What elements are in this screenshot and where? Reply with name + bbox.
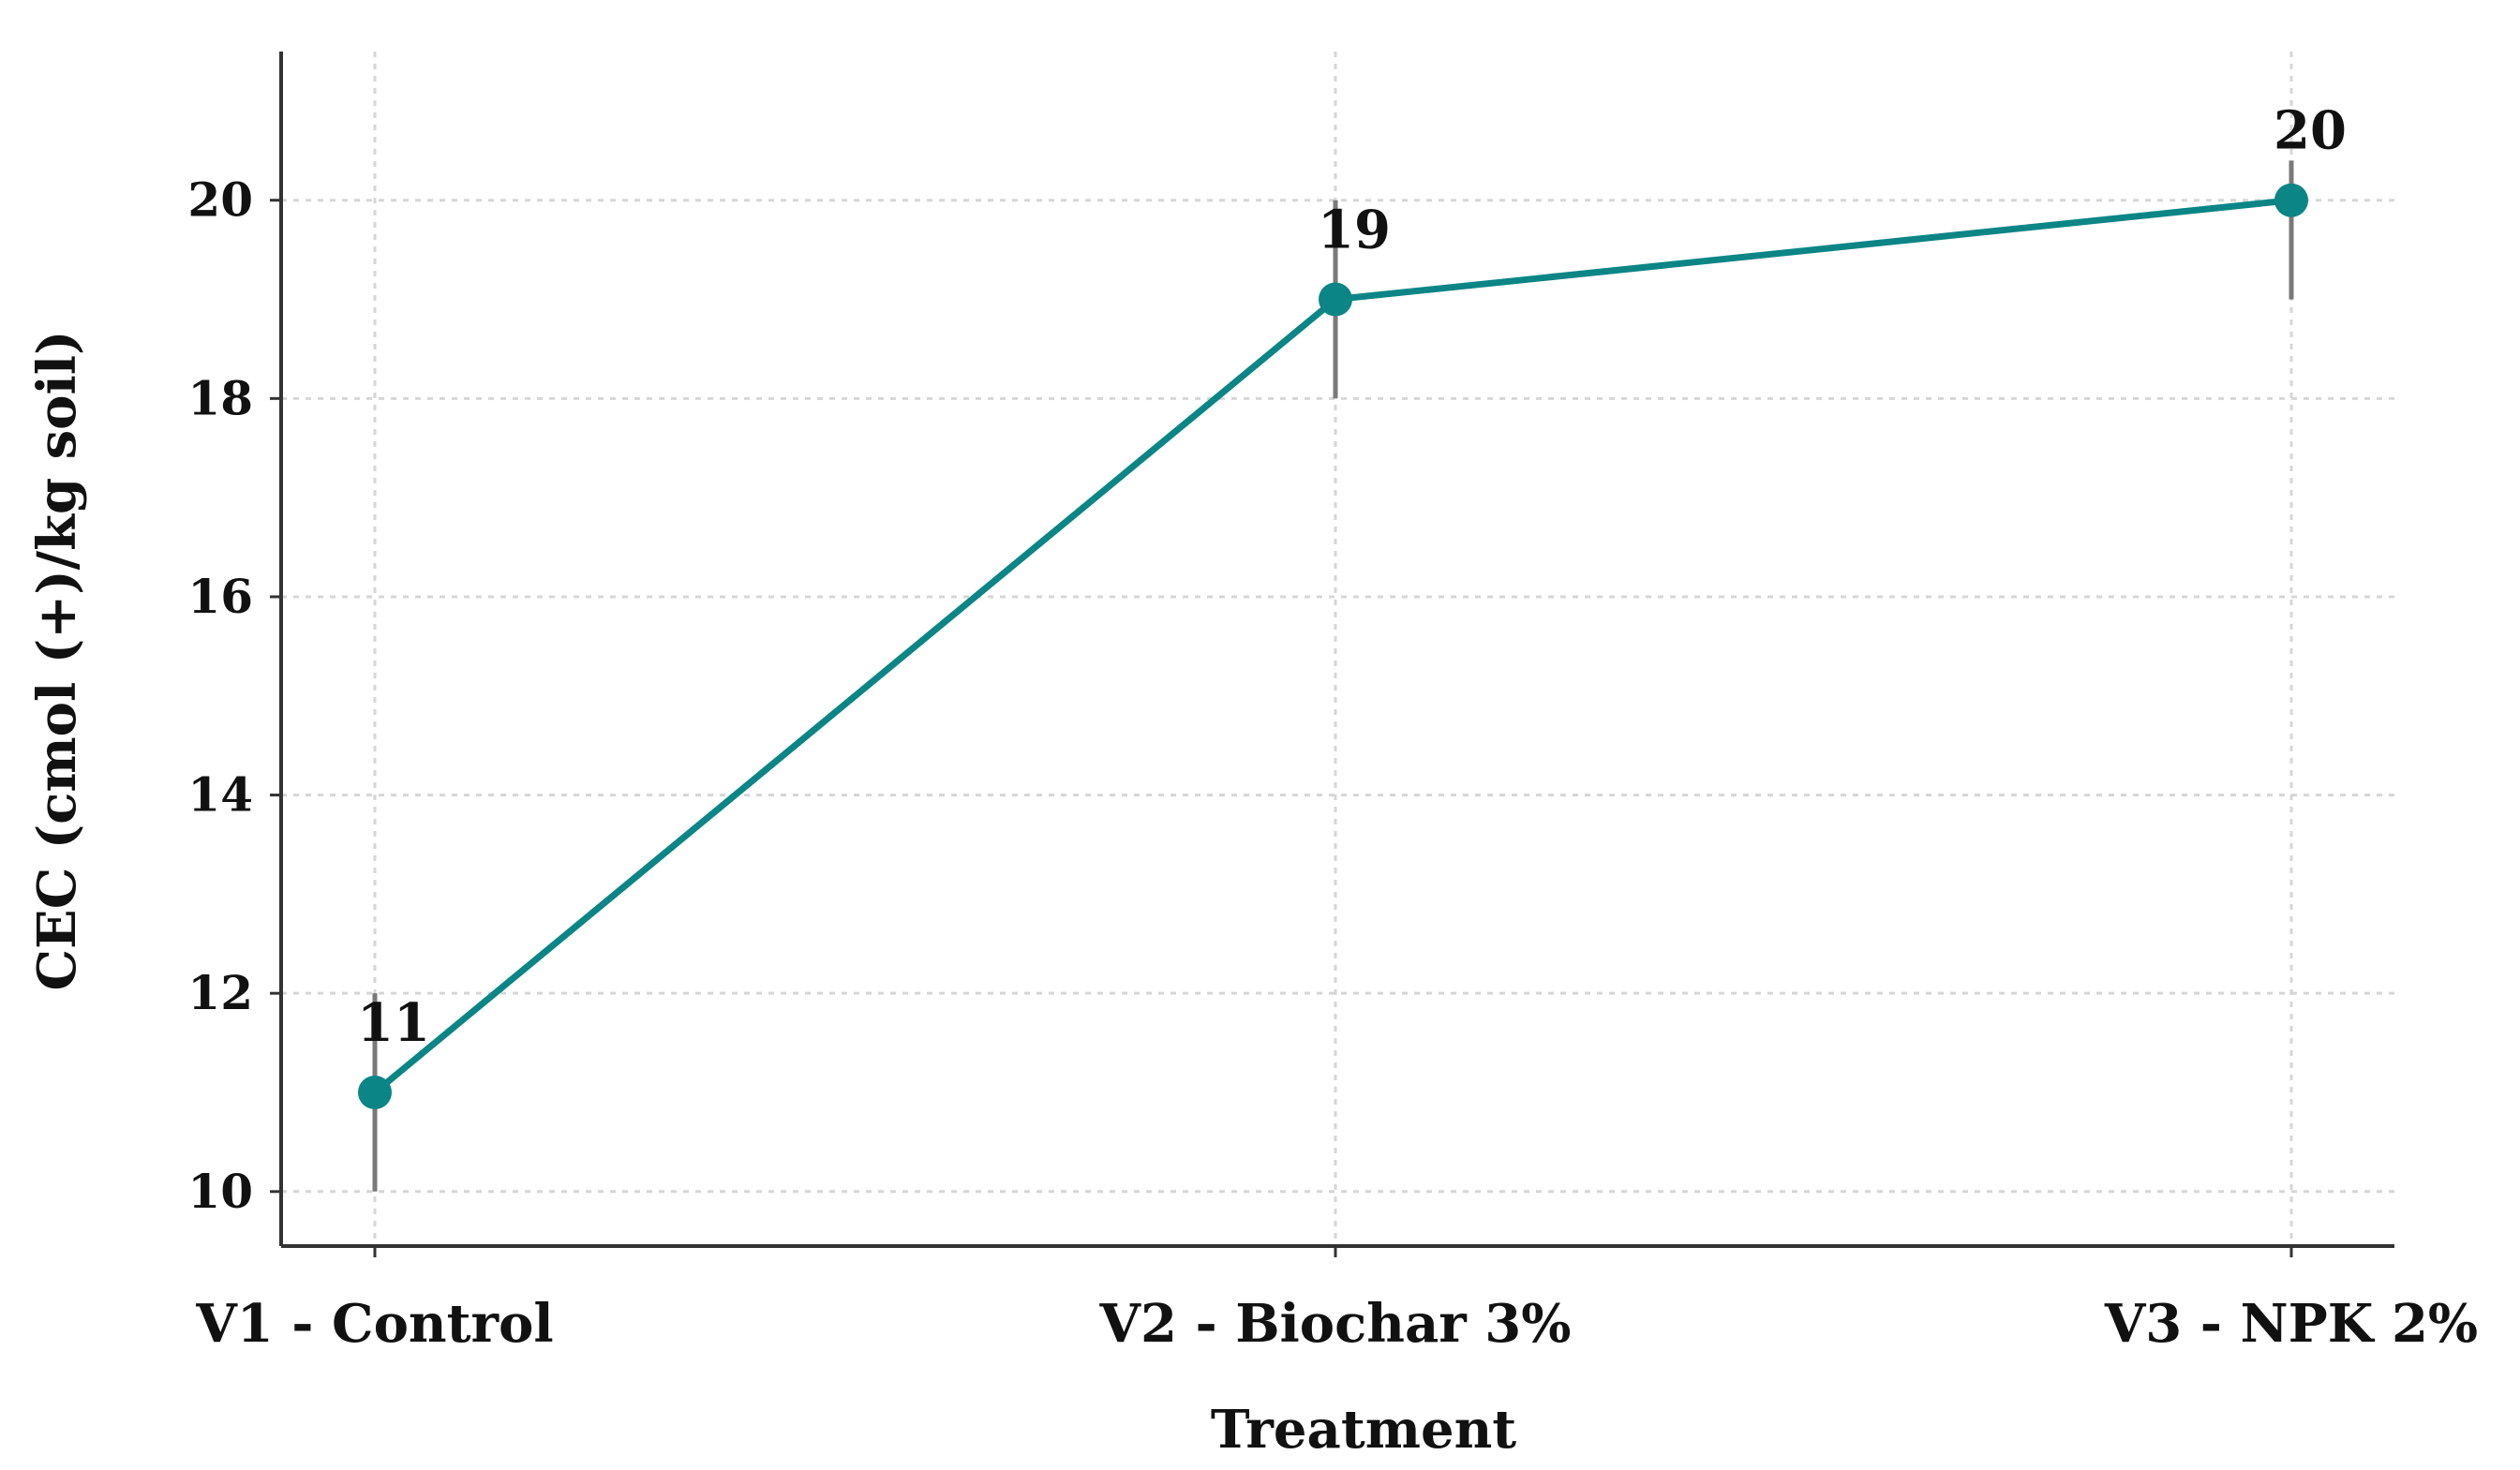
- data-point-v1: [358, 1075, 392, 1109]
- data-label: 20: [2274, 100, 2347, 162]
- labels: 11 19 20: [357, 100, 2347, 1054]
- data-label: 11: [357, 992, 430, 1054]
- series: [358, 160, 2308, 1192]
- y-tick-label: 10: [187, 1164, 253, 1219]
- y-tick-label: 14: [187, 767, 253, 823]
- y-tick-label: 18: [187, 370, 253, 425]
- x-tick-label: V1 - Control: [195, 1293, 553, 1355]
- y-axis-title: CEC (cmol (+)/kg soil): [26, 330, 88, 990]
- y-tick-label: 20: [187, 172, 253, 228]
- x-axis-title: Treatment: [1211, 1399, 1516, 1461]
- x-tick-label: V3 - NPK 2%: [2104, 1293, 2478, 1355]
- x-tick-label: V2 - Biochar 3%: [1099, 1293, 1572, 1355]
- data-point-v3: [2274, 183, 2308, 217]
- axes: 10 12 14 16 18 20 V1 - Control V2 - Biochar 3% V…: [187, 52, 2478, 1355]
- data-label: 19: [1318, 200, 1391, 261]
- data-point-v2: [1319, 282, 1352, 317]
- y-tick-label: 12: [187, 965, 253, 1020]
- y-tick-label: 16: [187, 569, 253, 624]
